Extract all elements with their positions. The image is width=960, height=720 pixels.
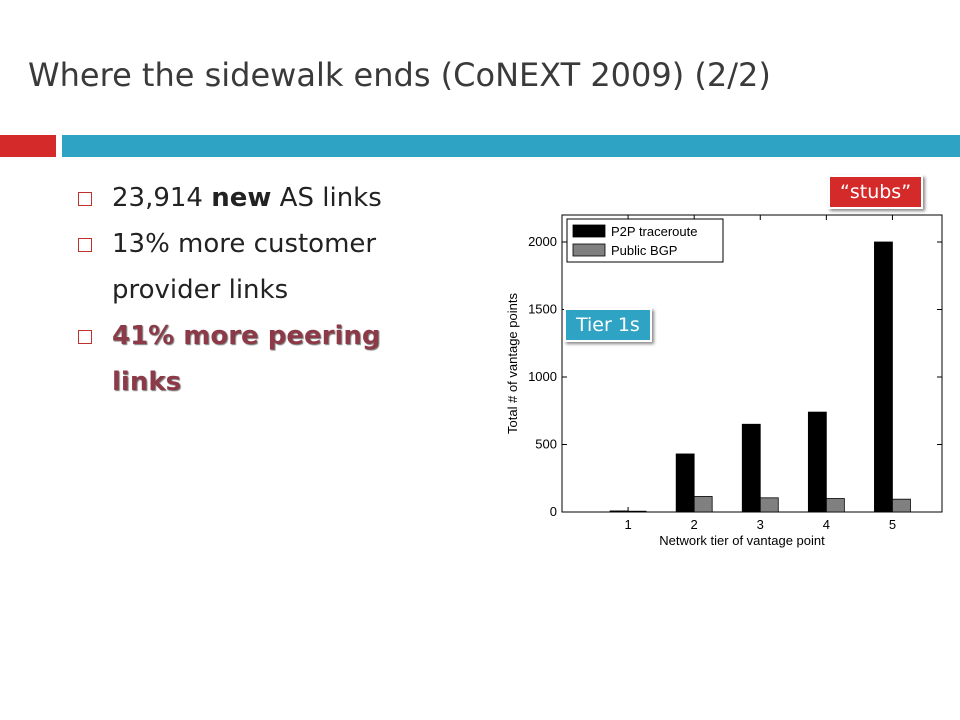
bullet-customer-links: 13% more customer provider links xyxy=(78,221,438,313)
bullet-text: 41% more peering links xyxy=(112,321,381,397)
stubs-callout: “stubs” xyxy=(828,175,924,209)
bar-bgp-tier-5 xyxy=(892,498,911,513)
bullet-list: 23,914 new AS links 13% more customer pr… xyxy=(78,175,438,405)
x-tick-label: 2 xyxy=(691,517,698,532)
legend-swatch xyxy=(572,243,606,257)
bullet-text-pre: 23,914 xyxy=(112,183,212,213)
square-bullet-icon xyxy=(78,238,92,252)
square-bullet-icon xyxy=(78,192,92,206)
y-tick-label: 1000 xyxy=(528,369,557,384)
legend-label: Public BGP xyxy=(611,243,677,258)
y-axis-label: Total # of vantage points xyxy=(505,293,520,434)
bullet-peering-links: 41% more peering links xyxy=(78,313,438,405)
legend-swatch xyxy=(572,224,606,238)
title-accent-red xyxy=(0,135,56,157)
slide-title: Where the sidewalk ends (CoNEXT 2009) (2… xyxy=(28,56,771,94)
bullet-new-links: 23,914 new AS links xyxy=(78,175,438,221)
x-tick-label: 1 xyxy=(624,517,631,532)
bar-bgp-tier-1 xyxy=(627,510,647,513)
x-axis-label: Network tier of vantage point xyxy=(659,533,825,548)
title-accent-teal xyxy=(62,135,960,157)
bullet-text-bold: new xyxy=(211,183,272,213)
square-bullet-icon xyxy=(78,330,92,344)
y-tick-label: 500 xyxy=(535,437,557,452)
bar-p2p-tier-4 xyxy=(807,411,827,513)
bullet-text: 13% more customer provider links xyxy=(112,229,377,305)
y-tick-label: 1500 xyxy=(528,302,557,317)
bar-p2p-tier-1 xyxy=(609,510,629,513)
x-tick-label: 4 xyxy=(823,517,830,532)
bar-p2p-tier-2 xyxy=(675,453,695,513)
bar-bgp-tier-4 xyxy=(825,498,845,513)
x-tick-label: 5 xyxy=(889,517,896,532)
bar-p2p-tier-3 xyxy=(741,423,761,513)
bar-bgp-tier-2 xyxy=(693,496,713,513)
y-tick-label: 0 xyxy=(550,504,557,519)
tier1-callout: Tier 1s xyxy=(564,308,652,342)
bullet-text-post: AS links xyxy=(271,183,382,213)
legend-label: P2P traceroute xyxy=(611,224,697,239)
y-tick-label: 2000 xyxy=(528,234,557,249)
vantage-point-bar-chart: 0 500 1000 1500 2000 1 2 3 4 5 Network tier of van… xyxy=(505,214,943,548)
x-tick-label: 3 xyxy=(757,517,764,532)
bar-p2p-tier-5 xyxy=(874,241,893,513)
bar-bgp-tier-3 xyxy=(759,497,779,513)
